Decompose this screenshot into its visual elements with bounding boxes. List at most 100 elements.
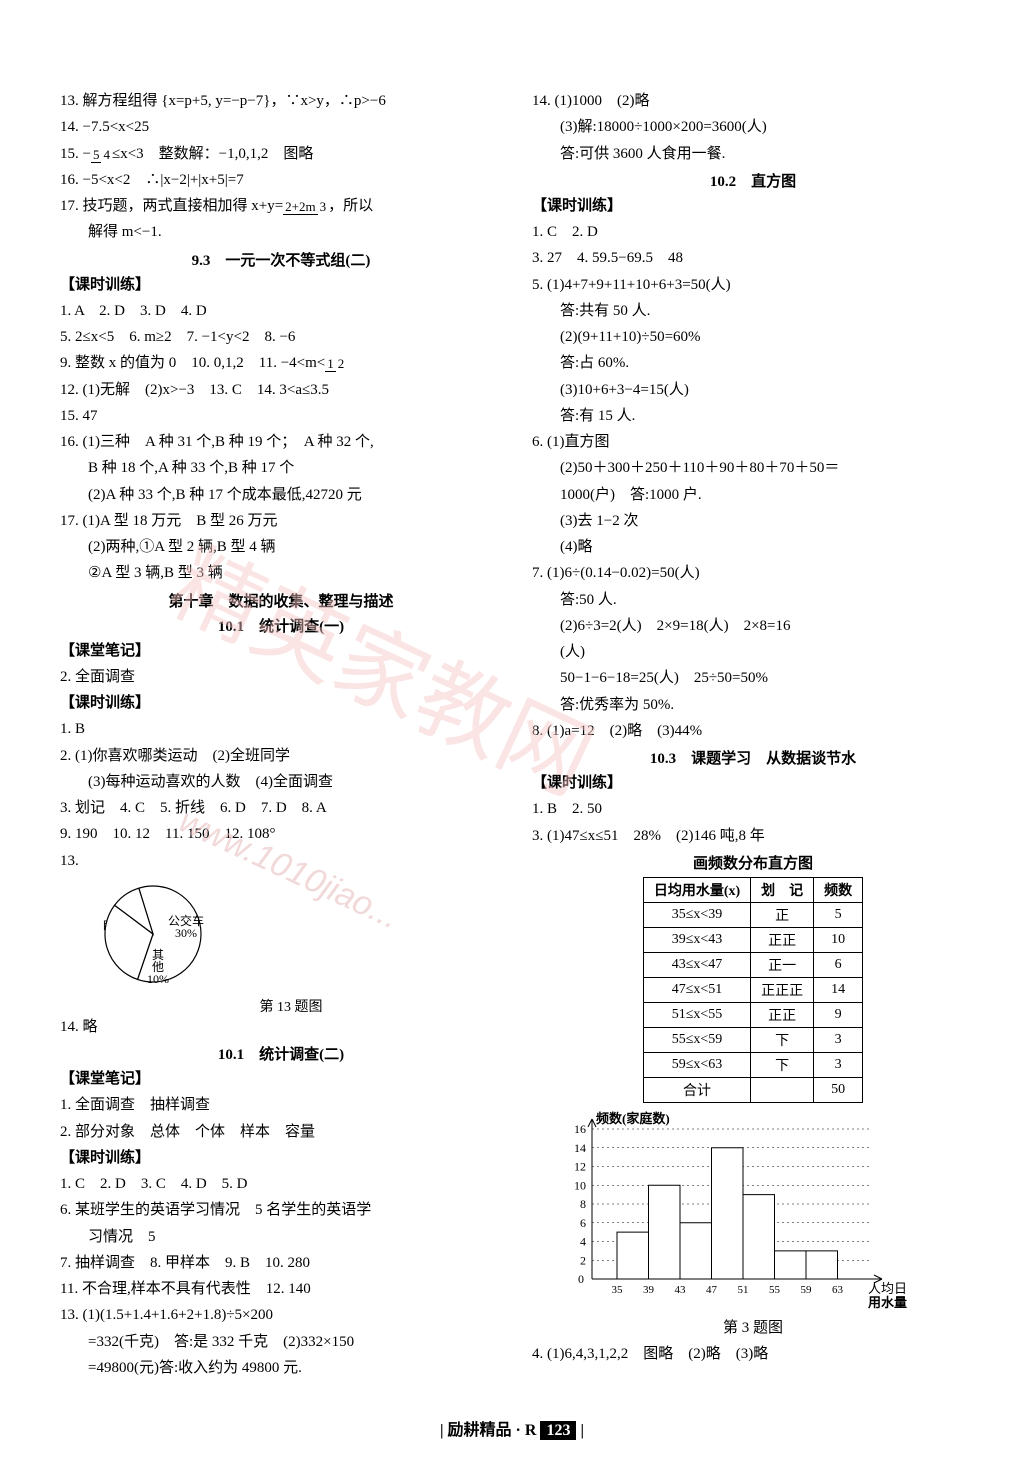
svg-text:8: 8 [580, 1197, 586, 1211]
text-line: 12. (1)无解 (2)x>−3 13. C 14. 3<a≤3.5 [60, 379, 502, 402]
text-line: 8. (1)a=12 (2)略 (3)44% [532, 720, 974, 743]
text-line: 解得 m<−1. [60, 221, 502, 244]
text-line: 5. 2≤x<5 6. m≥2 7. −1<y<2 8. −6 [60, 326, 502, 349]
text-line: 13. 解方程组得 {x=p+5, y=−p−7}，∵x>y，∴p>−6 [60, 90, 502, 113]
text-line: 1. C 2. D 3. C 4. D 5. D [60, 1173, 502, 1196]
svg-text:10: 10 [574, 1178, 586, 1192]
text-line: =332(千克) 答:是 332 千克 (2)332×150 [60, 1331, 502, 1354]
text-line: 1. C 2. D [532, 221, 974, 244]
frequency-table: 日均用水量(x)划 记频数35≤x<39正539≤x<43正正1043≤x<47… [643, 877, 863, 1103]
page-footer: | 励耕精品 · R 123 | [0, 1416, 1024, 1440]
svg-text:14: 14 [574, 1141, 586, 1155]
svg-text:55: 55 [769, 1284, 781, 1296]
text-line: ②A 型 3 辆,B 型 3 辆 [60, 562, 502, 585]
text-line: (2)(9+11+10)÷50=60% [532, 326, 974, 349]
svg-text:59: 59 [801, 1284, 813, 1296]
text-line: (3)解:18000÷1000×200=3600(人) [532, 116, 974, 139]
subheading: 【课时训练】 [60, 274, 502, 297]
footer-text: 励耕精品 · R [448, 1422, 537, 1439]
svg-text:0: 0 [578, 1272, 584, 1286]
svg-text:用水量: 用水量 [867, 1295, 907, 1309]
text-line: 3. (1)47≤x≤51 28% (2)146 吨,8 年 [532, 825, 974, 848]
text-line: 14. 略 [60, 1016, 502, 1039]
page-number: 123 [540, 1421, 576, 1440]
svg-text:频数(家庭数): 频数(家庭数) [596, 1111, 670, 1126]
text-line: (3)每种运动喜欢的人数 (4)全面调查 [60, 771, 502, 794]
text-line: 答:占 60%. [532, 352, 974, 375]
subheading: 【课时训练】 [60, 692, 502, 715]
subheading: 【课堂笔记】 [60, 640, 502, 663]
text-line: 答:有 15 人. [532, 405, 974, 428]
text-line: 2. (1)你喜欢哪类运动 (2)全班同学 [60, 745, 502, 768]
section-heading: 10.3 课题学习 从数据谈节水 [532, 747, 974, 768]
text-line: 13. [60, 850, 502, 873]
left-column: 13. 解方程组得 {x=p+5, y=−p−7}，∵x>y，∴p>−6 14.… [60, 90, 502, 1383]
figure-caption: 第 3 题图 [532, 1316, 974, 1337]
section-heading: 第十章 数据的收集、整理与描述 [60, 590, 502, 611]
text-line: (2)A 种 33 个,B 种 17 个成本最低,42720 元 [60, 484, 502, 507]
svg-text:39: 39 [643, 1284, 655, 1296]
text-line: 1000(户) 答:1000 户. [532, 484, 974, 507]
text-line: 11. 不合理,样本不具有代表性 12. 140 [60, 1278, 502, 1301]
text: ，所以 [328, 198, 373, 214]
text: 15. − [60, 146, 91, 162]
text-line: 1. 全面调查 抽样调查 [60, 1094, 502, 1117]
table-title: 画频数分布直方图 [532, 852, 974, 873]
svg-text:10%: 10% [147, 972, 169, 986]
svg-text:51: 51 [738, 1284, 749, 1296]
svg-text:30%: 30% [175, 926, 197, 940]
svg-text:6: 6 [580, 1216, 586, 1230]
text-line: 1. A 2. D 3. D 4. D [60, 300, 502, 323]
pie-chart: 自行车60%公交车30%其他10% [88, 879, 502, 994]
histogram: 0246810121416频数(家庭数)3539434751555963人均日用… [542, 1109, 974, 1314]
text-line: 答:优秀率为 50%. [532, 694, 974, 717]
text: 17. 技巧题，两式直接相加得 x+y= [60, 198, 283, 214]
section-heading: 10.1 统计调查(二) [60, 1043, 502, 1064]
text-line: (3)去 1−2 次 [532, 510, 974, 533]
text-line: 2. 全面调查 [60, 666, 502, 689]
svg-text:63: 63 [832, 1284, 844, 1296]
text-line: 1. B [60, 718, 502, 741]
svg-text:人均日: 人均日 [868, 1281, 907, 1296]
section-heading: 10.1 统计调查(一) [60, 615, 502, 636]
subheading: 【课时训练】 [60, 1147, 502, 1170]
text-line: 14. −7.5<x<25 [60, 116, 502, 139]
text-line: 3. 27 4. 59.5−69.5 48 [532, 247, 974, 270]
text-line: 15. −54≤x<3 整数解：−1,0,1,2 图略 [60, 143, 502, 166]
section-heading: 9.3 一元一次不等式组(二) [60, 249, 502, 270]
svg-text:43: 43 [675, 1284, 687, 1296]
text-line: (2)6÷3=2(人) 2×9=18(人) 2×8=16 [532, 615, 974, 638]
text-line: 16. −5<x<2 ∴|x−2|+|x+5|=7 [60, 169, 502, 192]
text-line: 1. B 2. 50 [532, 798, 974, 821]
text-line: (2)50＋300＋250＋110＋90＋80＋70＋50＝ [532, 457, 974, 480]
text-line: 4. (1)6,4,3,1,2,2 图略 (2)略 (3)略 [532, 1343, 974, 1366]
text-line: 15. 47 [60, 405, 502, 428]
text-line: (2)两种,①A 型 2 辆,B 型 4 辆 [60, 536, 502, 559]
text-line: 17. 技巧题，两式直接相加得 x+y=2+2m3，所以 [60, 195, 502, 218]
section-heading: 10.2 直方图 [532, 170, 974, 191]
text-line: 17. (1)A 型 18 万元 B 型 26 万元 [60, 510, 502, 533]
text-line: (人) [532, 641, 974, 664]
svg-text:16: 16 [574, 1122, 586, 1136]
text-line: 7. 抽样调查 8. 甲样本 9. B 10. 280 [60, 1252, 502, 1275]
text-line: (4)略 [532, 536, 974, 559]
text-line: 习情况 5 [60, 1226, 502, 1249]
fraction: 12 [325, 357, 346, 370]
page-content: 13. 解方程组得 {x=p+5, y=−p−7}，∵x>y，∴p>−6 14.… [0, 0, 1024, 1443]
text: 9. 整数 x 的值为 0 10. 0,1,2 11. −4<m< [60, 355, 325, 371]
svg-text:4: 4 [580, 1234, 586, 1248]
text-line: 2. 部分对象 总体 个体 样本 容量 [60, 1121, 502, 1144]
text-line: 5. (1)4+7+9+11+10+6+3=50(人) [532, 274, 974, 297]
text-line: 7. (1)6÷(0.14−0.02)=50(人) [532, 562, 974, 585]
text: ≤x<3 整数解：−1,0,1,2 图略 [112, 146, 313, 162]
svg-text:2: 2 [580, 1253, 586, 1267]
subheading: 【课时训练】 [532, 772, 974, 795]
text-line: 6. 某班学生的英语学习情况 5 名学生的英语学 [60, 1199, 502, 1222]
text-line: B 种 18 个,A 种 33 个,B 种 17 个 [60, 457, 502, 480]
svg-text:12: 12 [574, 1159, 586, 1173]
text-line: 9. 190 10. 12 11. 150 12. 108° [60, 823, 502, 846]
right-column: 14. (1)1000 (2)略 (3)解:18000÷1000×200=360… [532, 90, 974, 1383]
fraction: 2+2m3 [283, 200, 328, 213]
text-line: (3)10+6+3−4=15(人) [532, 379, 974, 402]
text-line: 9. 整数 x 的值为 0 10. 0,1,2 11. −4<m<12 [60, 352, 502, 375]
